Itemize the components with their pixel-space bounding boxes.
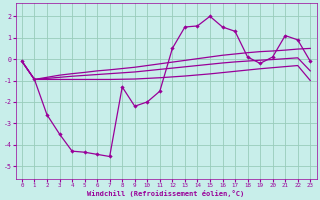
X-axis label: Windchill (Refroidissement éolien,°C): Windchill (Refroidissement éolien,°C) — [87, 190, 245, 197]
